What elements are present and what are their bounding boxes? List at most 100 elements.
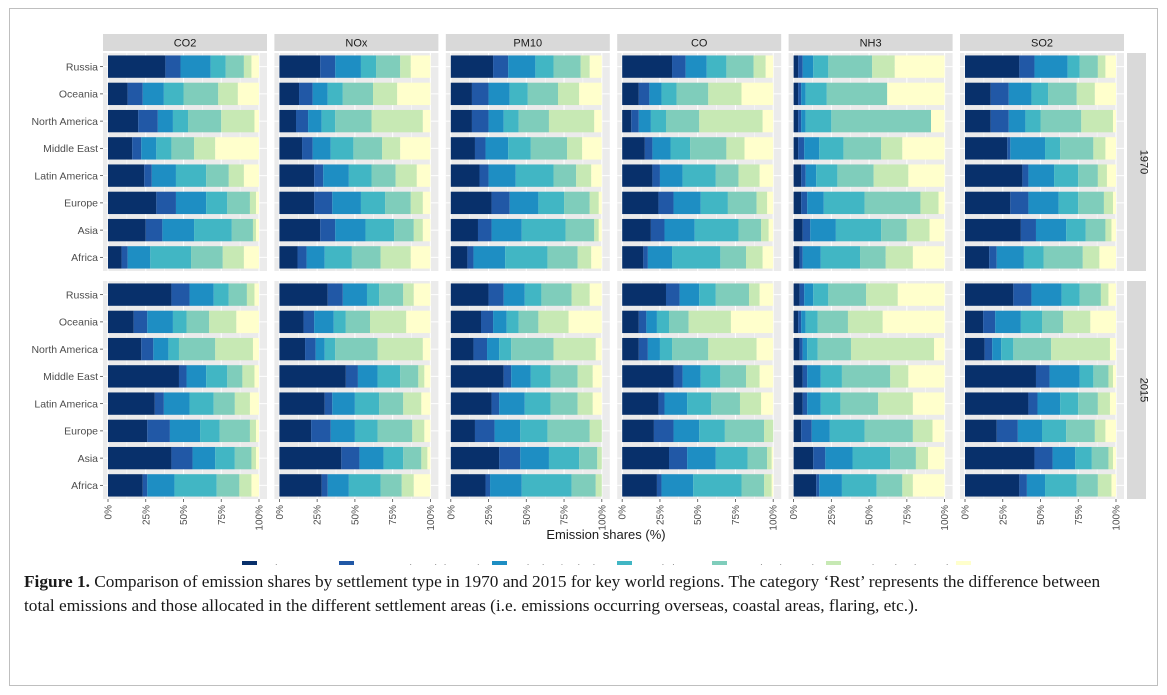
bar-segment-latin-america — [249, 392, 259, 415]
bar-segment-europe — [227, 191, 250, 215]
bar-segment-north-america — [831, 109, 932, 133]
bar-segment-asia — [598, 218, 602, 242]
bar-segment-oceania — [688, 310, 731, 334]
bar-segment-asia — [890, 446, 916, 470]
bar-segment-russia — [279, 55, 321, 78]
bar-segment-africa — [321, 474, 328, 497]
bar-segment-north-america — [252, 337, 259, 361]
bar-segment-africa — [622, 474, 657, 497]
bar-segment-europe — [920, 191, 939, 215]
bar-segment-middle-east — [670, 137, 691, 160]
bar-segment-europe — [377, 419, 413, 443]
facet-label-co: CO — [691, 38, 708, 50]
bar-segment-middle-east — [156, 137, 172, 160]
bar-segment-asia — [252, 218, 256, 242]
bar-segment-latin-america — [738, 164, 760, 187]
x-axis-title: Emission shares (%) — [546, 527, 665, 542]
bar-segment-latin-america — [228, 164, 244, 187]
bar-segment-latin-america — [912, 392, 945, 415]
bar-segment-middle-east — [622, 137, 645, 160]
bar-segment-latin-america — [332, 392, 355, 415]
bar-segment-europe — [249, 419, 256, 443]
bar-segment-russia — [804, 283, 814, 306]
bar-segment-north-america — [324, 337, 336, 361]
bar-segment-russia — [1097, 55, 1106, 78]
bar-segment-africa — [720, 246, 747, 269]
y-tick-label: Asia — [78, 225, 99, 237]
bar-segment-middle-east — [804, 137, 820, 160]
bar-segment-middle-east — [206, 365, 228, 388]
bar-segment-north-america — [672, 337, 709, 361]
bar-segment-north-america — [335, 337, 378, 361]
bar-segment-oceania — [1094, 82, 1116, 106]
bar-segment-middle-east — [345, 365, 358, 388]
bar-segment-latin-america — [739, 392, 762, 415]
bar-segment-africa — [279, 474, 322, 497]
bar-segment-asia — [335, 218, 366, 242]
bar-segment-europe — [793, 419, 802, 443]
bar-segment-europe — [823, 191, 865, 215]
bar-segment-europe — [108, 419, 148, 443]
bar-segment-russia — [189, 283, 214, 306]
bar-segment-middle-east — [1105, 137, 1116, 160]
bar-segment-asia — [421, 446, 428, 470]
bar-segment-north-america — [638, 109, 651, 133]
bar-segment-asia — [279, 446, 342, 470]
bar-segment-oceania — [730, 310, 774, 334]
bar-segment-europe — [793, 191, 802, 215]
bar-segment-asia — [1066, 218, 1086, 242]
bar-segment-russia — [799, 283, 805, 306]
bar-segment-oceania — [237, 82, 259, 106]
bar-segment-europe — [589, 419, 602, 443]
bar-segment-middle-east — [227, 365, 243, 388]
bar-segment-middle-east — [508, 137, 531, 160]
bar-segment-oceania — [370, 310, 407, 334]
bar-segment-asia — [1052, 446, 1076, 470]
bar-segment-africa — [142, 474, 148, 497]
bar-segment-russia — [488, 283, 504, 306]
figure-frame — [9, 8, 1158, 686]
bar-segment-asia — [450, 218, 478, 242]
bar-segment-asia — [403, 446, 422, 470]
x-tick-label: 100% — [255, 505, 266, 531]
bar-segment-oceania — [656, 310, 670, 334]
bar-segment-middle-east — [353, 137, 383, 160]
y-tick-label: Latin America — [34, 170, 98, 182]
bar-segment-africa — [521, 474, 572, 497]
bar-segment-oceania — [527, 82, 559, 106]
bar-segment-middle-east — [424, 365, 431, 388]
bar-segment-russia — [802, 55, 814, 78]
x-tick-label: 25% — [827, 505, 838, 525]
bar-segment-asia — [427, 446, 431, 470]
bar-segment-europe — [699, 419, 725, 443]
x-tick-label: 0% — [446, 505, 457, 520]
bar-segment-russia — [251, 55, 259, 78]
bar-segment-oceania — [805, 310, 818, 334]
bar-segment-asia — [835, 218, 882, 242]
bar-segment-middle-east — [881, 137, 903, 160]
bar-segment-middle-east — [582, 137, 602, 160]
bar-segment-middle-east — [178, 365, 187, 388]
bar-segment-africa — [174, 474, 217, 497]
legend-key-0 — [242, 561, 257, 565]
bar-segment-asia — [1020, 218, 1036, 242]
bar-segment-africa — [860, 246, 886, 269]
bar-segment-north-america — [215, 337, 253, 361]
bar-segment-asia — [194, 218, 232, 242]
bar-segment-oceania — [798, 82, 802, 106]
legend-label: Urban centres — [264, 563, 330, 565]
bar-segment-russia — [622, 55, 673, 78]
legend-label: Dense and semi-dense cluster — [361, 563, 503, 565]
y-tick-label: Middle East — [43, 371, 98, 383]
bar-segment-latin-america — [592, 392, 602, 415]
bar-segment-africa — [348, 474, 381, 497]
bar-segment-north-america — [965, 337, 985, 361]
bar-segment-latin-america — [576, 164, 592, 187]
bar-segment-oceania — [801, 82, 806, 106]
legend: Urban centres Dense and semi-dense cluste… — [242, 561, 1000, 565]
bar-segment-europe — [932, 419, 945, 443]
bar-segment-middle-east — [1010, 137, 1046, 160]
bar-segment-north-america — [665, 109, 700, 133]
bar-segment-middle-east — [474, 137, 486, 160]
y-tick-label: Africa — [71, 480, 98, 492]
